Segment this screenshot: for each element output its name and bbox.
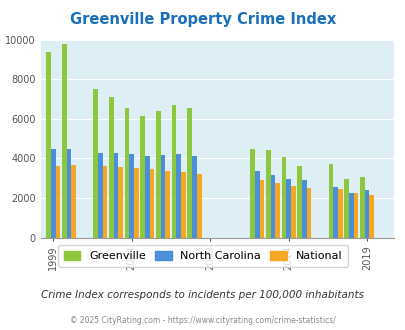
Bar [55, 166, 60, 238]
Bar [51, 149, 55, 238]
Bar [71, 165, 76, 238]
Bar [156, 111, 160, 238]
Bar [192, 156, 196, 238]
Bar [102, 166, 107, 238]
Bar [165, 171, 170, 238]
Bar [301, 180, 306, 238]
Bar [134, 168, 139, 238]
Bar [160, 155, 165, 238]
Bar [333, 187, 337, 238]
Text: Crime Index corresponds to incidents per 100,000 inhabitants: Crime Index corresponds to incidents per… [41, 290, 364, 300]
Bar [109, 97, 113, 238]
Bar [353, 193, 358, 238]
Bar [196, 174, 201, 238]
Bar [176, 154, 181, 238]
Bar [62, 44, 66, 238]
Bar [337, 189, 342, 238]
Bar [275, 183, 279, 238]
Bar [171, 105, 176, 238]
Bar [270, 175, 275, 238]
Bar [343, 179, 348, 238]
Bar [129, 154, 134, 238]
Text: © 2025 CityRating.com - https://www.cityrating.com/crime-statistics/: © 2025 CityRating.com - https://www.city… [70, 315, 335, 325]
Bar [364, 190, 369, 238]
Legend: Greenville, North Carolina, National: Greenville, North Carolina, National [58, 245, 347, 267]
Bar [359, 177, 364, 238]
Bar [286, 179, 290, 238]
Bar [149, 169, 154, 238]
Text: Greenville Property Crime Index: Greenville Property Crime Index [70, 12, 335, 26]
Bar [181, 172, 185, 238]
Bar [281, 157, 286, 238]
Bar [66, 149, 71, 238]
Bar [348, 193, 353, 238]
Bar [369, 195, 373, 238]
Bar [46, 52, 51, 238]
Bar [93, 89, 98, 238]
Bar [124, 108, 129, 238]
Bar [187, 108, 192, 238]
Bar [145, 156, 149, 238]
Bar [328, 164, 333, 238]
Bar [306, 188, 311, 238]
Bar [265, 150, 270, 238]
Bar [113, 153, 118, 238]
Bar [254, 171, 259, 238]
Bar [118, 167, 123, 238]
Bar [98, 153, 102, 238]
Bar [140, 116, 145, 238]
Bar [259, 180, 264, 238]
Bar [296, 166, 301, 238]
Bar [249, 149, 254, 238]
Bar [290, 186, 295, 238]
